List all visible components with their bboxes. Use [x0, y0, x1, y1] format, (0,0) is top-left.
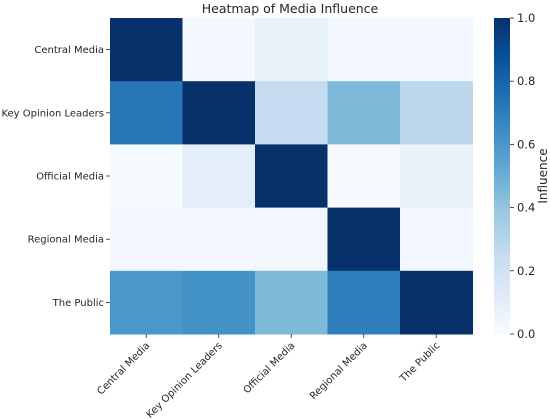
colorbar-tick-label: 0.4	[517, 201, 535, 215]
heatmap-cell	[182, 144, 256, 209]
heatmap-cell	[110, 207, 183, 272]
colorbar-tick-label: 0.0	[517, 327, 535, 341]
heatmap-cell	[327, 144, 401, 209]
heatmap-cell	[255, 207, 328, 272]
y-tick-label: Regional Media	[28, 235, 104, 246]
heatmap-cell	[400, 270, 473, 335]
heatmap-cell	[327, 207, 401, 272]
heatmap-cell	[182, 18, 256, 82]
y-tick-label: Key Opinion Leaders	[1, 108, 104, 119]
heatmap-cell	[255, 144, 328, 209]
chart-title: Heatmap of Media Influence	[202, 1, 379, 16]
heatmap-cell	[327, 81, 401, 145]
heatmap-cell	[255, 18, 328, 82]
heatmap-cell	[400, 207, 473, 272]
y-tick-labels: Central Media Key Opinion Leaders Official…	[1, 45, 110, 309]
heatmap-cell	[182, 81, 256, 145]
heatmap-cell	[182, 270, 256, 335]
colorbar-tick-label: 0.8	[517, 74, 535, 88]
colorbar-label: Influence	[536, 148, 550, 203]
heatmap-cells	[110, 18, 473, 335]
colorbar-tick-label: 0.2	[517, 264, 535, 278]
y-tick-label: Official Media	[36, 172, 104, 183]
heatmap-cell	[255, 81, 328, 145]
colorbar-tick-label: 1.0	[517, 11, 535, 25]
colorbar-tick-label: 0.6	[517, 137, 535, 151]
y-tick-label: The Public	[52, 298, 104, 309]
x-tick-label: Key Opinion Leaders	[145, 340, 225, 419]
x-tick-label: Central Media	[95, 340, 152, 397]
heatmap-cell	[400, 18, 473, 82]
colorbar	[494, 18, 510, 334]
y-tick-label: Central Media	[34, 45, 104, 56]
x-tick-label: The Public	[398, 340, 443, 385]
heatmap-cell	[110, 144, 183, 209]
heatmap-cell	[327, 270, 401, 335]
heatmap-cell	[400, 81, 473, 145]
heatmap-cell	[255, 270, 328, 335]
x-tick-label: Regional Media	[308, 340, 370, 402]
heatmap-cell	[400, 144, 473, 209]
heatmap-cell	[327, 18, 401, 82]
heatmap-cell	[110, 270, 183, 335]
heatmap-cell	[110, 81, 183, 145]
heatmap-cell	[182, 207, 256, 272]
x-tick-label: Official Media	[242, 340, 298, 396]
colorbar-ticks: 0.0 0.2 0.4 0.6 0.8 1.0	[510, 11, 535, 341]
heatmap-cell	[110, 18, 183, 82]
